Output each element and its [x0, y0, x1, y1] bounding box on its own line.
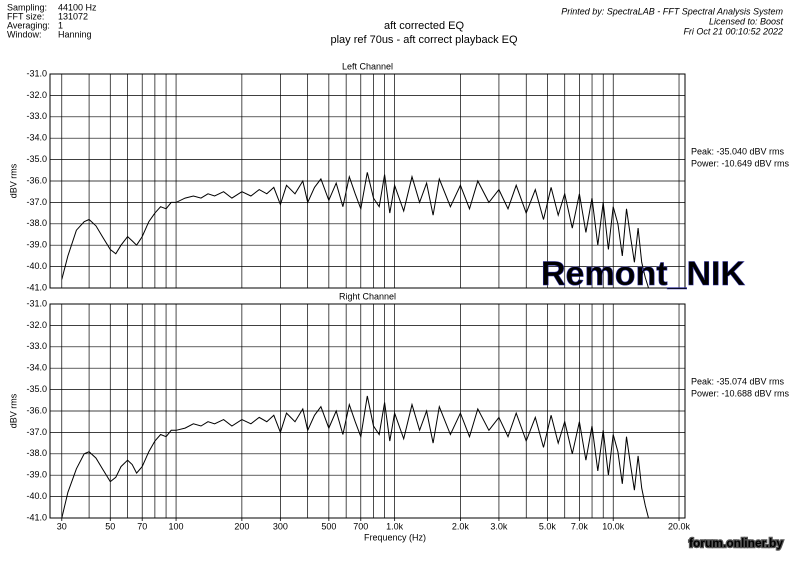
y-tick-label: -40.0: [26, 261, 47, 271]
spectrum-line: [61, 395, 649, 519]
setting-value: Hanning: [58, 29, 92, 39]
y-tick-label: -40.0: [26, 491, 47, 501]
y-tick-label: -31.0: [26, 68, 47, 78]
y-tick-label: -39.0: [26, 470, 47, 480]
y-tick-label: -32.0: [26, 90, 47, 100]
y-tick-label: -37.0: [26, 197, 47, 207]
setting-value: 44100 Hz: [58, 2, 97, 12]
credit: forum.onliner.by: [689, 536, 783, 550]
y-tick-label: -31.0: [26, 298, 47, 308]
x-tick-label: 30: [57, 521, 67, 531]
x-tick-label: 7.0k: [571, 521, 589, 531]
y-axis-label: dBV rms: [8, 393, 18, 428]
plot-title: Left Channel: [342, 61, 393, 71]
y-tick-label: -41.0: [26, 512, 47, 522]
setting-label: FFT size:: [7, 11, 44, 21]
plot: Right Channel -31.0 -32.0 -33.0 -34.0 -35.0 -3…: [8, 291, 789, 542]
title: aft corrected EQ: [384, 20, 465, 32]
y-tick-label: -36.0: [26, 175, 47, 185]
setting-label: Averaging:: [7, 20, 50, 30]
y-tick-label: -35.0: [26, 384, 47, 394]
spectrum-line: [61, 172, 649, 289]
annotation: Peak: -35.074 dBV rms: [691, 376, 785, 386]
x-tick-label: 100: [169, 521, 184, 531]
x-tick-label: 50: [105, 521, 115, 531]
printed-by: Printed by: SpectraLAB - FFT Spectral An…: [561, 6, 783, 16]
plot-title: Right Channel: [339, 291, 396, 301]
y-tick-label: -34.0: [26, 363, 47, 373]
y-tick-label: -36.0: [26, 405, 47, 415]
x-axis-label: Frequency (Hz): [364, 532, 426, 542]
date: Fri Oct 21 00:10:52 2022: [683, 26, 783, 36]
y-axis-label: dBV rms: [8, 163, 18, 198]
setting-value: 131072: [58, 11, 88, 21]
y-tick-label: -34.0: [26, 133, 47, 143]
y-tick-label: -35.0: [26, 154, 47, 164]
y-tick-label: -33.0: [26, 341, 47, 351]
annotation: Power: -10.688 dBV rms: [691, 388, 790, 398]
x-tick-label: 500: [321, 521, 336, 531]
y-tick-label: -38.0: [26, 448, 47, 458]
annotation: Peak: -35.040 dBV rms: [691, 146, 785, 156]
y-tick-label: -39.0: [26, 240, 47, 250]
x-tick-label: 2.0k: [452, 521, 470, 531]
x-tick-label: 3.0k: [490, 521, 508, 531]
y-tick-label: -33.0: [26, 111, 47, 121]
y-tick-label: -32.0: [26, 320, 47, 330]
setting-label: Sampling:: [7, 2, 47, 12]
setting-value: 1: [58, 20, 63, 30]
x-tick-label: 300: [273, 521, 288, 531]
setting-label: Window:: [7, 29, 42, 39]
x-tick-label: 1.0k: [386, 521, 404, 531]
x-tick-label: 10.0k: [602, 521, 625, 531]
plot: Left Channel -31.0 -32.0 -33.0 -34.0 -35.0 -36…: [8, 61, 789, 292]
y-tick-label: -41.0: [26, 282, 47, 292]
x-tick-label: 200: [234, 521, 249, 531]
y-tick-label: -37.0: [26, 427, 47, 437]
y-tick-label: -38.0: [26, 218, 47, 228]
x-tick-label: 700: [353, 521, 368, 531]
licensed-to: Licensed to: Boost: [709, 16, 784, 26]
x-tick-label: 70: [137, 521, 147, 531]
watermark: Remont_NIK: [541, 255, 745, 293]
subtitle: play ref 70us - aft correct playback EQ: [330, 34, 518, 46]
x-tick-label: 5.0k: [539, 521, 557, 531]
annotation: Power: -10.649 dBV rms: [691, 158, 790, 168]
x-tick-label: 20.0k: [668, 521, 691, 531]
